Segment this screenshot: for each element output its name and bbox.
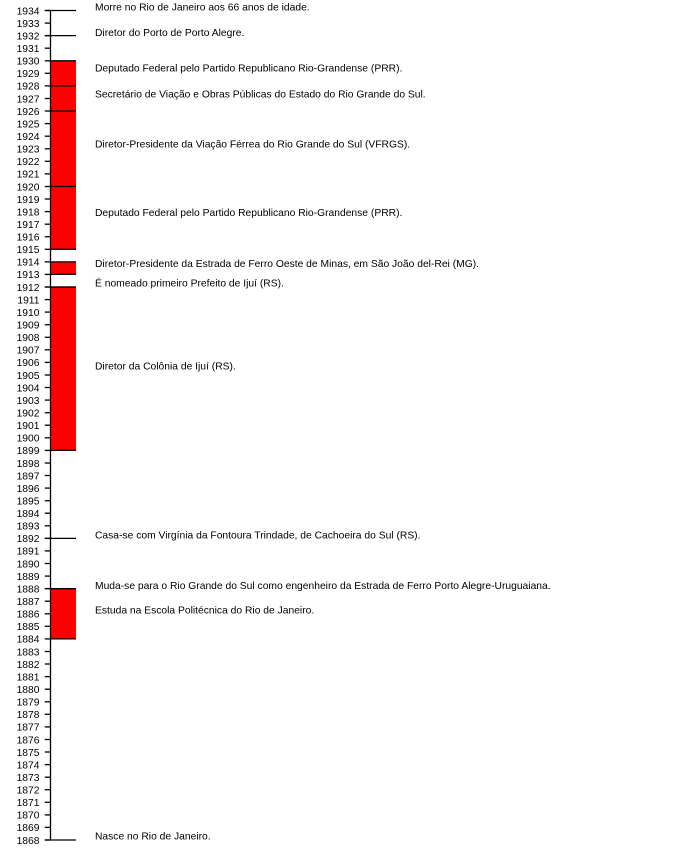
svg-text:1891: 1891 — [17, 547, 40, 558]
svg-text:1887: 1887 — [17, 597, 40, 608]
svg-text:1885: 1885 — [17, 622, 40, 633]
svg-text:1873: 1873 — [17, 773, 40, 784]
svg-text:1916: 1916 — [17, 233, 40, 244]
svg-text:1908: 1908 — [17, 333, 40, 344]
svg-text:1901: 1901 — [17, 421, 40, 432]
svg-text:1930: 1930 — [17, 57, 40, 68]
svg-text:1876: 1876 — [17, 735, 40, 746]
svg-text:1895: 1895 — [17, 497, 40, 508]
svg-text:1896: 1896 — [17, 484, 40, 495]
svg-text:Nasce no Rio de Janeiro.: Nasce no Rio de Janeiro. — [95, 832, 211, 843]
svg-text:1911: 1911 — [17, 295, 39, 306]
svg-text:1902: 1902 — [17, 409, 40, 420]
svg-text:1919: 1919 — [17, 195, 40, 206]
svg-text:1912: 1912 — [17, 283, 40, 294]
svg-text:Diretor do Porto de Porto Aleg: Diretor do Porto de Porto Alegre. — [95, 28, 244, 39]
svg-text:1899: 1899 — [17, 446, 40, 457]
svg-text:1910: 1910 — [17, 308, 40, 319]
svg-text:1878: 1878 — [17, 710, 40, 721]
svg-text:1921: 1921 — [17, 170, 40, 181]
svg-text:1877: 1877 — [17, 723, 40, 734]
svg-text:1869: 1869 — [17, 823, 40, 834]
svg-text:1890: 1890 — [17, 559, 40, 570]
svg-text:1924: 1924 — [17, 132, 40, 143]
svg-text:Morre no Rio de Janeiro aos 66: Morre no Rio de Janeiro aos 66 anos de i… — [95, 3, 310, 14]
svg-text:1905: 1905 — [17, 371, 40, 382]
svg-text:Deputado Federal pelo Partido: Deputado Federal pelo Partido Republican… — [95, 63, 402, 74]
svg-text:1892: 1892 — [17, 534, 40, 545]
svg-text:1884: 1884 — [17, 635, 40, 646]
svg-text:1922: 1922 — [17, 157, 40, 168]
svg-text:1889: 1889 — [17, 572, 40, 583]
svg-text:Diretor da Colônia de Ijuí (RS: Diretor da Colônia de Ijuí (RS). — [95, 361, 236, 372]
svg-text:1914: 1914 — [17, 258, 40, 269]
svg-text:1928: 1928 — [17, 82, 40, 93]
svg-text:1926: 1926 — [17, 107, 40, 118]
svg-text:Secretário de Viação e Obras P: Secretário de Viação e Obras Públicas do… — [95, 90, 426, 101]
svg-text:1907: 1907 — [17, 346, 40, 357]
svg-text:É nomeado primeiro Prefeito de: É nomeado primeiro Prefeito de Ijuí (RS)… — [95, 277, 284, 290]
svg-text:1917: 1917 — [17, 220, 40, 231]
svg-text:1913: 1913 — [17, 270, 40, 281]
svg-text:1898: 1898 — [17, 459, 40, 470]
svg-text:Casa-se com Virgínia da Fontou: Casa-se com Virgínia da Fontoura Trindad… — [95, 531, 420, 542]
svg-text:1882: 1882 — [17, 660, 40, 671]
svg-text:1872: 1872 — [17, 786, 40, 797]
svg-text:1870: 1870 — [17, 811, 40, 822]
svg-text:1909: 1909 — [17, 321, 40, 332]
svg-text:1915: 1915 — [17, 245, 40, 256]
svg-text:1893: 1893 — [17, 522, 40, 533]
svg-text:1879: 1879 — [17, 698, 40, 709]
svg-text:1927: 1927 — [17, 94, 40, 105]
svg-text:1897: 1897 — [17, 471, 40, 482]
svg-text:1875: 1875 — [17, 748, 40, 759]
svg-text:1906: 1906 — [17, 358, 40, 369]
svg-text:1920: 1920 — [17, 182, 40, 193]
svg-text:1929: 1929 — [17, 69, 40, 80]
svg-text:1881: 1881 — [17, 672, 40, 683]
svg-text:1894: 1894 — [17, 509, 40, 520]
svg-text:1900: 1900 — [17, 434, 40, 445]
svg-text:1923: 1923 — [17, 145, 40, 156]
svg-text:1933: 1933 — [17, 19, 40, 30]
svg-text:1868: 1868 — [17, 836, 40, 847]
svg-text:1904: 1904 — [17, 383, 40, 394]
svg-text:1932: 1932 — [17, 31, 40, 42]
svg-text:Estuda na Escola Politécnica d: Estuda na Escola Politécnica do Rio de J… — [95, 606, 314, 617]
svg-text:1931: 1931 — [17, 44, 40, 55]
svg-text:1874: 1874 — [17, 760, 40, 771]
svg-text:1925: 1925 — [17, 119, 40, 130]
svg-text:1934: 1934 — [17, 6, 40, 17]
svg-text:Diretor-Presidente da Estrada: Diretor-Presidente da Estrada de Ferro O… — [95, 259, 479, 270]
svg-text:1883: 1883 — [17, 647, 40, 658]
svg-text:Muda-se para o Rio Grande do S: Muda-se para o Rio Grande do Sul como en… — [95, 581, 551, 592]
svg-text:1880: 1880 — [17, 685, 40, 696]
svg-text:1903: 1903 — [17, 396, 40, 407]
svg-text:1886: 1886 — [17, 610, 40, 621]
svg-text:1888: 1888 — [17, 584, 40, 595]
svg-text:1871: 1871 — [17, 798, 40, 809]
svg-text:1918: 1918 — [17, 207, 40, 218]
svg-text:Diretor-Presidente da Viação F: Diretor-Presidente da Viação Férrea do R… — [95, 139, 410, 150]
svg-text:Deputado Federal pelo Partido: Deputado Federal pelo Partido Republican… — [95, 208, 402, 219]
